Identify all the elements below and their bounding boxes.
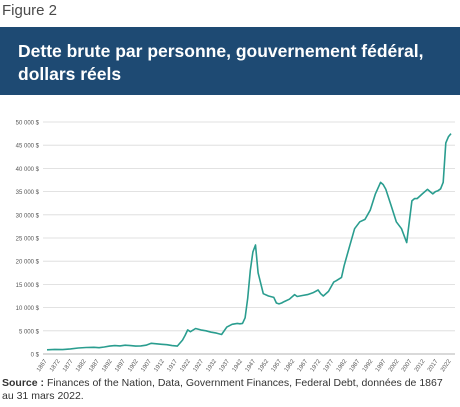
y-axis-ticks: 0 $ 5 000 $ 10 000 $ 15 000 $ 20 000 $ 25 000… bbox=[16, 121, 40, 359]
x-tick-label: 1947 bbox=[245, 358, 258, 373]
x-tick-label: 1972 bbox=[310, 358, 323, 373]
x-tick-label: 1867 bbox=[36, 358, 49, 373]
x-tick-label: 1952 bbox=[258, 358, 271, 373]
x-tick-label: 2017 bbox=[427, 358, 440, 373]
x-tick-label: 2002 bbox=[388, 358, 401, 373]
x-tick-label: 1997 bbox=[375, 358, 388, 373]
x-tick-label: 1987 bbox=[349, 358, 362, 373]
x-tick-label: 1932 bbox=[205, 358, 218, 373]
x-tick-label: 1902 bbox=[127, 358, 140, 373]
title-banner: Dette brute par personne, gouvernement f… bbox=[0, 27, 460, 95]
x-tick-label: 1982 bbox=[336, 358, 349, 373]
series-line-debt-per-person bbox=[46, 133, 452, 351]
y-tick-label: 10 000 $ bbox=[16, 306, 40, 312]
x-tick-label: 1967 bbox=[297, 358, 310, 373]
x-tick-label: 1937 bbox=[219, 358, 232, 373]
y-tick-label: 45 000 $ bbox=[16, 144, 40, 150]
x-tick-label: 1962 bbox=[284, 358, 297, 373]
source-note: Source : Finances of the Nation, Data, G… bbox=[2, 377, 457, 403]
y-tick-label: 20 000 $ bbox=[16, 260, 40, 266]
figure-label: Figure 2 bbox=[2, 2, 58, 19]
y-tick-label: 35 000 $ bbox=[16, 190, 40, 196]
x-tick-label: 1942 bbox=[232, 358, 245, 373]
y-tick-label: 30 000 $ bbox=[16, 213, 40, 219]
x-tick-label: 1892 bbox=[101, 358, 114, 373]
x-tick-label: 1907 bbox=[140, 358, 153, 373]
y-tick-label: 40 000 $ bbox=[16, 167, 40, 173]
source-label: Source : bbox=[2, 377, 45, 389]
line-chart: 0 $ 5 000 $ 10 000 $ 15 000 $ 20 000 $ 25 000… bbox=[16, 121, 455, 373]
x-tick-label: 1897 bbox=[114, 358, 127, 373]
x-tick-label: 1957 bbox=[271, 358, 284, 373]
x-tick-label: 1912 bbox=[153, 358, 166, 373]
x-tick-label: 1882 bbox=[75, 358, 88, 373]
x-tick-label: 1992 bbox=[362, 358, 375, 373]
chart-title: Dette brute par personne, gouvernement f… bbox=[18, 41, 424, 84]
gridlines bbox=[43, 121, 455, 332]
x-axis-ticks: 1867 1872 1877 1882 1887 1892 1897 1902 1907 1912… bbox=[36, 358, 453, 373]
y-tick-label: 50 000 $ bbox=[16, 121, 40, 127]
x-tick-label: 1917 bbox=[166, 358, 179, 373]
y-tick-label: 15 000 $ bbox=[16, 283, 40, 289]
x-tick-label: 1927 bbox=[192, 358, 205, 373]
x-tick-label: 2012 bbox=[414, 358, 427, 373]
x-tick-label: 1887 bbox=[88, 358, 101, 373]
x-tick-label: 1977 bbox=[323, 358, 336, 373]
y-tick-label: 25 000 $ bbox=[16, 237, 40, 243]
x-tick-label: 1922 bbox=[179, 358, 192, 373]
y-tick-label: 0 $ bbox=[31, 353, 40, 359]
x-tick-label: 1872 bbox=[49, 358, 62, 373]
x-tick-label: 2022 bbox=[440, 358, 453, 373]
source-text: Finances of the Nation, Data, Government… bbox=[2, 377, 443, 402]
y-tick-label: 5 000 $ bbox=[19, 329, 40, 335]
x-tick-label: 2007 bbox=[401, 358, 414, 373]
x-tick-label: 1877 bbox=[62, 358, 75, 373]
